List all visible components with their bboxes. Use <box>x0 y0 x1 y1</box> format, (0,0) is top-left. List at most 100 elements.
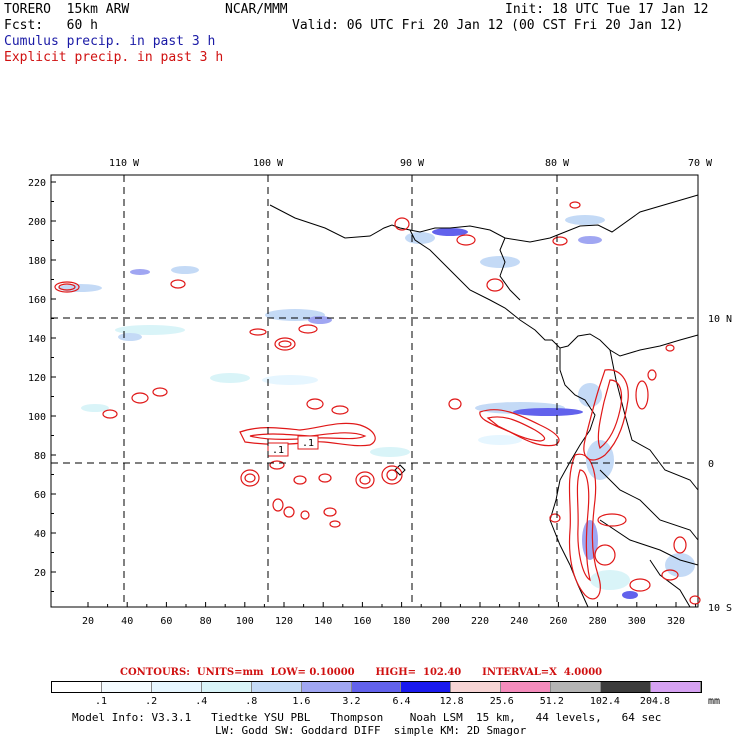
contour <box>479 409 560 447</box>
contour <box>278 340 292 348</box>
longitude-label: 80 W <box>545 158 570 169</box>
cumulus-patch <box>513 408 583 416</box>
legend-value: .2 <box>145 696 158 707</box>
x-tick-label: 180 <box>393 616 411 627</box>
legend-swatch <box>501 682 552 692</box>
center-label: NCAR/MMM <box>225 2 288 17</box>
y-tick-label: 100 <box>28 412 46 423</box>
contour <box>394 217 410 231</box>
legend-swatch <box>401 682 452 692</box>
contour <box>318 473 332 483</box>
cumulus-patch <box>115 325 185 335</box>
legend-unit: mm <box>708 696 721 707</box>
contour-label: .1 <box>272 445 284 456</box>
longitude-label: 110 W <box>109 158 140 169</box>
legend-value: 3.2 <box>342 696 361 707</box>
y-tick-label: 60 <box>34 490 46 501</box>
legend-value: 51.2 <box>539 696 564 707</box>
y-tick-label: 160 <box>28 295 46 306</box>
cumulus-patch <box>622 591 638 599</box>
contour <box>359 475 371 485</box>
contour <box>102 409 118 419</box>
contour <box>552 236 568 246</box>
coastlines <box>269 194 699 608</box>
border-1 <box>599 469 699 541</box>
contour <box>568 453 601 600</box>
x-tick-label: 280 <box>589 616 607 627</box>
contour <box>597 379 623 449</box>
contour-label: .1 <box>302 438 314 449</box>
latitude-label: 10 N <box>708 314 732 325</box>
cumulus-patch <box>578 383 602 407</box>
y-tick-label: 40 <box>34 529 46 540</box>
contour <box>594 544 616 566</box>
cumulus-patch <box>578 236 602 244</box>
coast-isthmus-east <box>499 237 521 301</box>
valid-time: Valid: 06 UTC Fri 20 Jan 12 (00 CST Fri … <box>292 18 684 33</box>
y-tick-label: 180 <box>28 256 46 267</box>
contour <box>240 469 260 487</box>
coast-isthmus-south <box>409 229 699 357</box>
contour <box>170 279 186 289</box>
contour <box>629 578 651 592</box>
left-tick-marks <box>51 181 56 592</box>
model-info-line1: Model Info: V3.3.1 Tiedtke YSU PBL Thomp… <box>72 711 662 724</box>
y-tick-label: 120 <box>28 373 46 384</box>
contour <box>597 513 627 527</box>
legend-colorbar <box>51 681 702 693</box>
x-tick-label: 140 <box>314 616 332 627</box>
contour <box>152 387 168 397</box>
x-tick-label: 40 <box>121 616 133 627</box>
contour <box>323 507 337 517</box>
legend-value: 6.4 <box>392 696 411 707</box>
contour <box>689 595 701 605</box>
contour <box>386 469 398 481</box>
y-tick-label: 80 <box>34 451 46 462</box>
cumulus-patch <box>590 570 630 590</box>
contour <box>293 475 307 485</box>
contour <box>647 369 657 381</box>
contour <box>635 380 649 410</box>
contour <box>448 398 462 410</box>
x-tick-label: 240 <box>510 616 528 627</box>
x-tick-label: 300 <box>628 616 646 627</box>
explicit-field-label: Explicit precip. in past 3 h <box>4 50 224 65</box>
cumulus-field-label: Cumulus precip. in past 3 h <box>4 34 216 49</box>
contour <box>300 510 310 520</box>
legend-swatch <box>151 682 202 692</box>
contour-label-boxes: .1 .1 <box>267 435 319 457</box>
legend-value: 12.8 <box>439 696 464 707</box>
latlon-grid <box>51 175 698 607</box>
init-time: Init: 18 UTC Tue 17 Jan 12 <box>505 2 709 17</box>
cumulus-patch <box>81 404 109 412</box>
contour <box>283 506 295 518</box>
legend-swatch <box>52 682 102 692</box>
contour <box>486 278 504 292</box>
contour <box>131 392 149 404</box>
contour <box>239 422 376 447</box>
x-tick-label: 200 <box>432 616 450 627</box>
cumulus-patch <box>480 256 520 268</box>
contour <box>54 281 80 293</box>
contour <box>329 520 341 528</box>
model-info-line2: LW: Godd SW: Goddard DIFF simple KM: 2D … <box>215 724 527 737</box>
model-title: TORERO 15km ARW <box>4 2 130 17</box>
right-latitude-labels: 10 N 0 10 S <box>708 314 732 614</box>
cumulus-patch <box>582 520 598 560</box>
x-tick-label: 260 <box>549 616 567 627</box>
x-tick-label: 100 <box>236 616 254 627</box>
legend-swatch <box>251 682 302 692</box>
coast-andes-east <box>609 349 699 491</box>
contour-label-box <box>267 442 289 457</box>
contour <box>673 536 687 554</box>
y-tick-label: 20 <box>34 568 46 579</box>
top-longitude-labels: 110 W 100 W 90 W 80 W 70 W <box>109 158 713 169</box>
contour <box>298 324 318 334</box>
contour <box>355 471 375 489</box>
x-tick-label: 160 <box>353 616 371 627</box>
legend-value: 1.6 <box>292 696 311 707</box>
contour <box>249 432 367 440</box>
contour <box>381 465 403 485</box>
legend-swatch <box>101 682 152 692</box>
legend-swatch <box>351 682 402 692</box>
